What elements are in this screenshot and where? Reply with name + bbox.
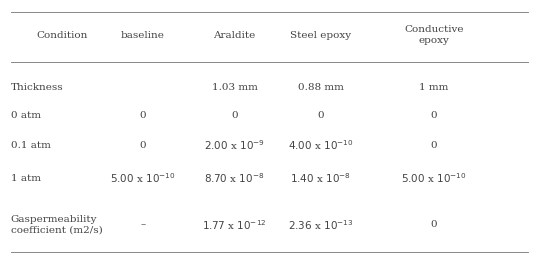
Text: $8.70$ x $10^{-8}$: $8.70$ x $10^{-8}$ bbox=[204, 171, 265, 185]
Text: $2.36$ x $10^{-13}$: $2.36$ x $10^{-13}$ bbox=[288, 218, 354, 232]
Text: $5.00$ x $10^{-10}$: $5.00$ x $10^{-10}$ bbox=[110, 171, 176, 185]
Text: $1.40$ x $10^{-8}$: $1.40$ x $10^{-8}$ bbox=[290, 171, 351, 185]
Text: 0.1 atm: 0.1 atm bbox=[11, 141, 51, 150]
Text: 1 mm: 1 mm bbox=[419, 83, 448, 92]
Text: –: – bbox=[140, 220, 146, 229]
Text: 0 atm: 0 atm bbox=[11, 111, 41, 120]
Text: Steel epoxy: Steel epoxy bbox=[290, 31, 351, 40]
Text: 0: 0 bbox=[431, 111, 437, 120]
Text: 0: 0 bbox=[231, 111, 238, 120]
Text: 1 atm: 1 atm bbox=[11, 174, 41, 183]
Text: 0: 0 bbox=[431, 141, 437, 150]
Text: 0: 0 bbox=[140, 111, 146, 120]
Text: Conductive
epoxy: Conductive epoxy bbox=[404, 25, 464, 45]
Text: 0: 0 bbox=[431, 220, 437, 229]
Text: Araldite: Araldite bbox=[213, 31, 255, 40]
Text: baseline: baseline bbox=[121, 31, 165, 40]
Text: $5.00$ x $10^{-10}$: $5.00$ x $10^{-10}$ bbox=[401, 171, 467, 185]
Text: Gaspermeability
coefficient (m2/s): Gaspermeability coefficient (m2/s) bbox=[11, 215, 102, 235]
Text: $2.00$ x $10^{-9}$: $2.00$ x $10^{-9}$ bbox=[204, 139, 265, 153]
Text: 0: 0 bbox=[140, 141, 146, 150]
Text: 1.03 mm: 1.03 mm bbox=[211, 83, 258, 92]
Text: $1.77$ x $10^{-12}$: $1.77$ x $10^{-12}$ bbox=[202, 218, 267, 232]
Text: 0.88 mm: 0.88 mm bbox=[298, 83, 344, 92]
Text: Condition: Condition bbox=[36, 31, 88, 40]
Text: Thickness: Thickness bbox=[11, 83, 64, 92]
Text: $4.00$ x $10^{-10}$: $4.00$ x $10^{-10}$ bbox=[288, 139, 354, 153]
Text: 0: 0 bbox=[317, 111, 324, 120]
